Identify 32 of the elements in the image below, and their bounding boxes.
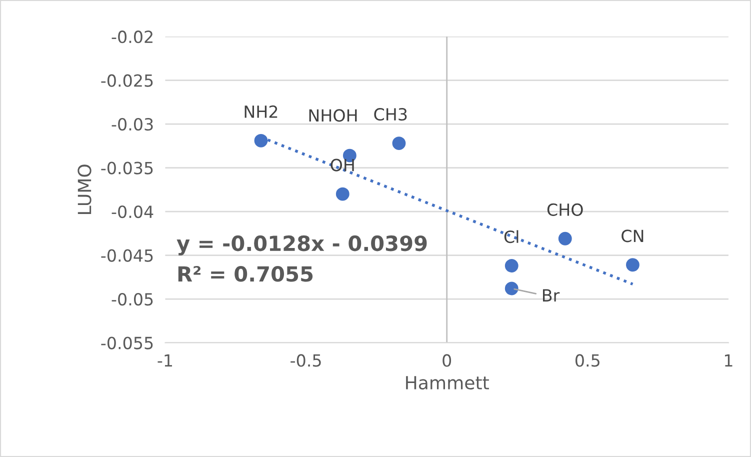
- annotation: CN: [622, 230, 644, 242]
- annotation: y = -0.0128x - 0.0399: [176, 235, 427, 256]
- y-tick-label: -0.04: [112, 205, 154, 218]
- annotation: CH3: [374, 108, 407, 121]
- point: [504, 282, 518, 296]
- annotation: Cl: [504, 230, 518, 244]
- x-tick-label: 0.5: [576, 354, 600, 367]
- y-tick-label: -0.045: [101, 249, 153, 262]
- y-tick-label: -0.05: [112, 292, 153, 306]
- annotation: CHO: [547, 203, 583, 216]
- point: [336, 187, 350, 201]
- y-tick-label: -0.035: [101, 162, 153, 174]
- point: [392, 136, 406, 150]
- y-axis-title: LUMO: [78, 164, 92, 214]
- annotation: NHOH: [309, 109, 357, 122]
- annotation: Br: [543, 289, 560, 302]
- point: [504, 259, 518, 272]
- x-tick-label: -0.5: [290, 354, 321, 367]
- y-tick-label: -0.055: [101, 336, 153, 350]
- annotation: R² = 0.7055: [178, 266, 313, 282]
- point: [626, 258, 640, 272]
- x-axis-title: Hammett: [406, 376, 489, 390]
- x-tick-label: 0: [442, 354, 452, 367]
- x-tick-label: 1: [725, 354, 732, 367]
- point: [558, 232, 572, 246]
- point: [254, 134, 268, 148]
- annotation: OH: [330, 158, 354, 172]
- y-tick-label: -0.02: [112, 30, 152, 44]
- y-tick-label: -0.025: [101, 74, 153, 87]
- x-tick-label: -1: [158, 354, 172, 367]
- annotation: NH2: [244, 105, 278, 118]
- y-tick-label: -0.03: [112, 118, 153, 131]
